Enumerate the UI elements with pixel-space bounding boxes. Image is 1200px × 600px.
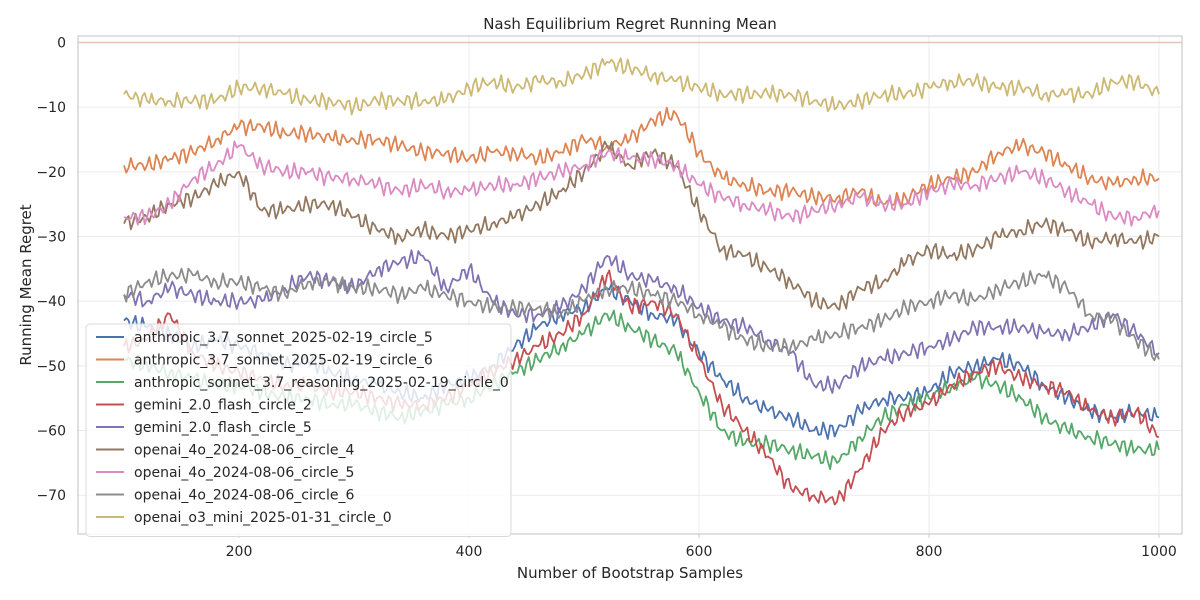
legend-entry-label: anthropic_3.7_sonnet_2025-02-19_circle_5 — [134, 330, 433, 346]
legend-entry-label: openai_4o_2024-08-06_circle_4 — [134, 443, 354, 459]
x-tick-label: 200 — [226, 544, 253, 560]
series-line-8 — [123, 267, 1160, 362]
chart-title: Nash Equilibrium Regret Running Mean — [483, 15, 777, 33]
y-tick-label: −20 — [36, 165, 66, 181]
x-tick-label: 400 — [456, 544, 483, 560]
x-tick-label: 1000 — [1141, 544, 1177, 560]
x-tick-label: 800 — [916, 544, 943, 560]
x-axis-label: Number of Bootstrap Samples — [517, 564, 743, 582]
y-axis-label: Running Mean Regret — [17, 204, 35, 365]
series-line-6 — [123, 140, 1160, 311]
legend-box — [85, 323, 512, 537]
series-line-2 — [123, 106, 1160, 209]
plot-frame — [77, 35, 1183, 535]
legend-entry-label: anthropic_3.7_sonnet_2025-02-19_circle_6 — [134, 353, 433, 369]
legend-entry-label: openai_o3_mini_2025-01-31_circle_0 — [134, 510, 392, 526]
series-line-5 — [123, 249, 1160, 394]
y-tick-label: 0 — [57, 35, 66, 51]
legend: anthropic_3.7_sonnet_2025-02-19_circle_5… — [85, 323, 512, 537]
x-tick-label: 600 — [686, 544, 713, 560]
tick-labels: 200 400 600 800 1000 0 −10 −20 −30 −40 −50 −60 −70 — [36, 35, 1176, 560]
legend-entry-label: gemini_2.0_flash_circle_2 — [134, 398, 312, 414]
y-tick-label: −70 — [36, 488, 66, 504]
series-line-9 — [123, 57, 1160, 116]
legend-entry-label: openai_4o_2024-08-06_circle_5 — [134, 465, 354, 481]
y-tick-label: −60 — [36, 424, 66, 440]
series-line-7 — [123, 140, 1160, 227]
legend-entry-label: gemini_2.0_flash_circle_5 — [134, 420, 312, 436]
y-tick-label: −10 — [36, 100, 66, 116]
y-tick-label: −30 — [36, 229, 66, 245]
y-tick-label: −50 — [36, 359, 66, 375]
legend-entry-label: openai_4o_2024-08-06_circle_6 — [134, 488, 354, 504]
legend-entry-label: anthropic_sonnet_3.7_reasoning_2025-02-1… — [134, 375, 509, 391]
y-tick-label: −40 — [36, 294, 66, 310]
